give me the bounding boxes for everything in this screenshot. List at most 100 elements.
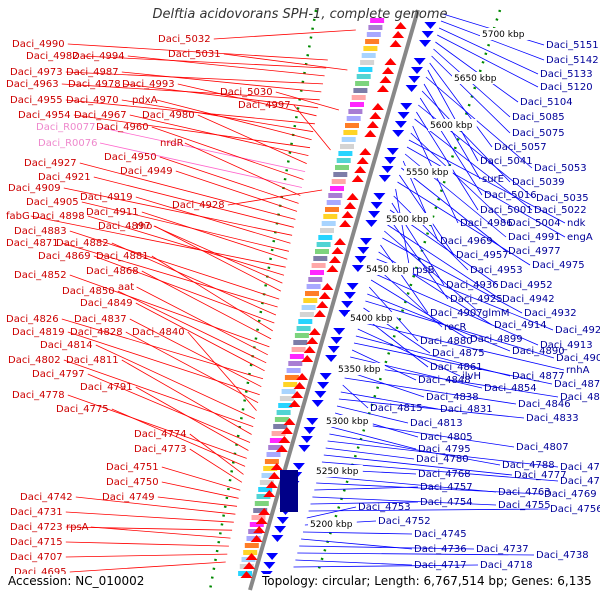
scale-label: 5450 kbp	[366, 265, 409, 275]
left-gene-label: Daci_4921	[38, 172, 91, 183]
forward-gene-arrow	[326, 265, 339, 272]
left-gene-label: Daci_4850	[62, 286, 115, 297]
cog-feature-box	[328, 193, 343, 198]
left-gene-label: Daci_4897	[98, 221, 151, 232]
reverse-gene-arrow	[343, 292, 356, 299]
left-gene-label: Daci_4852	[14, 270, 67, 281]
right-gene-label: Daci_5041	[480, 156, 533, 167]
cog-feature-box	[316, 242, 331, 247]
right-gene-label: Daci_4914	[494, 320, 547, 331]
right-gene-label: Daci_4738	[536, 550, 589, 561]
reverse-gene-arrow	[421, 31, 434, 38]
right-leader-line	[406, 146, 566, 238]
left-gene-label: Daci_4797	[32, 369, 85, 380]
forward-gene-arrow	[245, 553, 258, 560]
left-leader-line	[156, 99, 312, 141]
left-gene-label: Daci_4802	[8, 355, 61, 366]
scale-label-bg	[452, 72, 501, 84]
right-gene-label: Daci_4780	[416, 454, 469, 465]
left-gene-label: Daci_R0077	[36, 122, 96, 133]
scale-label: 5300 kbp	[326, 417, 369, 427]
right-gene-label: Daci_4969	[440, 236, 493, 247]
left-leader-line	[79, 162, 296, 220]
forward-gene-arrow	[392, 31, 405, 38]
cog-feature-box	[249, 522, 264, 527]
cog-feature-box	[325, 207, 339, 212]
right-gene-label: Daci_4777	[514, 470, 567, 481]
left-leader-line	[161, 466, 241, 491]
left-leader-line	[117, 290, 267, 364]
reverse-gene-arrow	[384, 157, 397, 164]
cog-feature-box	[360, 60, 375, 65]
right-gene-label: Daci_4785	[560, 476, 600, 487]
forward-gene-arrow	[255, 517, 268, 524]
left-gene-label: Daci_4849	[80, 298, 133, 309]
left-leader-line	[99, 142, 302, 188]
left-gene-label: Daci_4982	[26, 51, 79, 62]
cog-feature-box	[271, 431, 286, 436]
left-gene-label: Daci_4731	[10, 507, 63, 518]
right-gene-label: Daci_4768	[418, 469, 471, 480]
reverse-gene-arrow	[378, 175, 391, 182]
right-gene-label: Daci_4754	[420, 497, 473, 508]
right-leader-line	[308, 508, 549, 512]
right-gene-label: Daci_4799	[560, 462, 600, 473]
right-gene-label: rnhA	[566, 365, 590, 376]
reverse-gene-arrow	[274, 526, 287, 533]
forward-gene-arrow	[376, 85, 389, 92]
right-leader-line	[384, 230, 481, 314]
right-leader-line	[338, 398, 525, 419]
right-gene-label: Daci_4890	[512, 346, 565, 357]
left-gene-label: rho	[136, 221, 152, 232]
left-gene-label: Daci_4993	[122, 79, 175, 90]
cog-feature-box	[308, 277, 323, 282]
right-leader-line	[325, 447, 415, 460]
reverse-gene-arrow	[397, 112, 410, 119]
reverse-gene-arrow	[271, 535, 284, 542]
right-leader-line	[380, 244, 429, 314]
right-leader-line	[437, 34, 539, 88]
right-gene-label: Daci_4862	[560, 392, 600, 403]
scale-label-bg	[348, 312, 397, 324]
reverse-gene-arrow	[360, 238, 372, 245]
left-leader-line	[177, 83, 317, 117]
cog-feature-box	[353, 88, 368, 93]
forward-gene-arrow	[334, 238, 346, 245]
left-gene-label: Daci_4955	[10, 95, 63, 106]
forward-gene-arrow	[389, 40, 402, 47]
reverse-gene-arrow	[381, 166, 394, 173]
right-leader-line	[327, 440, 559, 468]
forward-gene-arrow	[288, 400, 301, 407]
right-gene-label: Daci_4977	[508, 246, 561, 257]
cog-feature-box	[263, 466, 278, 471]
forward-gene-arrow	[339, 220, 352, 227]
right-leader-line	[314, 486, 419, 491]
forward-gene-arrow	[275, 445, 288, 452]
genome-title: Delftia acidovorans SPH-1, complete geno…	[152, 7, 448, 22]
left-gene-label: Daci_4811	[66, 355, 119, 366]
left-gene-label: Daci_4994	[72, 51, 125, 62]
right-leader-line	[323, 454, 513, 476]
cog-feature-box	[305, 291, 319, 296]
right-leader-line	[401, 167, 507, 252]
left-leader-line	[65, 511, 234, 523]
left-gene-label: Daci_4695	[14, 567, 67, 578]
forward-gene-arrow	[250, 535, 263, 542]
cog-feature-box	[258, 487, 273, 492]
left-leader-line	[87, 215, 285, 276]
right-leader-line	[393, 195, 469, 271]
left-leader-line	[223, 53, 348, 71]
cog-feature-box	[269, 438, 284, 443]
right-gene-label: Daci_4795	[418, 444, 471, 455]
left-gene-label: Daci_4778	[12, 390, 65, 401]
forward-gene-arrow	[328, 256, 341, 263]
forward-gene-arrow	[346, 193, 359, 200]
feature-layer	[238, 18, 437, 578]
reverse-gene-arrow	[351, 265, 364, 272]
right-leader-line	[295, 559, 413, 566]
cog-feature-box	[331, 179, 346, 184]
forward-gene-arrow	[263, 490, 276, 497]
right-gene-label: Daci_5039	[512, 177, 565, 188]
